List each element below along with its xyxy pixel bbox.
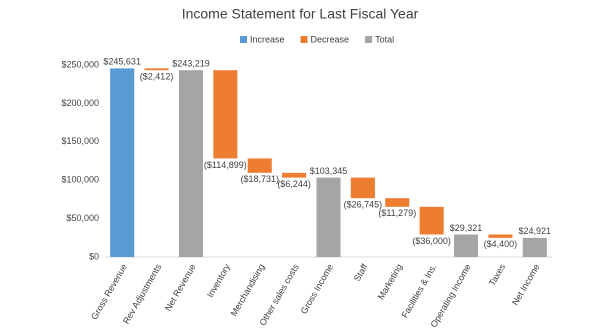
legend-swatch [240, 36, 247, 43]
y-tick-label: $150,000 [61, 136, 99, 146]
data-label: ($26,745) [344, 200, 383, 210]
chart-title: Income Statement for Last Fiscal Year [182, 6, 419, 22]
bar [385, 198, 410, 207]
bar [419, 206, 444, 235]
x-tick-label: Staff [352, 262, 370, 283]
data-label: ($4,400) [484, 239, 518, 249]
y-tick-label: $200,000 [61, 98, 99, 108]
x-tick-label: Rev Adjustments [121, 262, 164, 326]
bar [282, 172, 307, 178]
legend-label: Total [375, 34, 394, 44]
bar [316, 177, 341, 257]
data-label: $103,345 [310, 166, 348, 176]
legend-label: Increase [250, 34, 285, 44]
bar [178, 70, 203, 257]
y-tick-label: $100,000 [61, 175, 99, 185]
data-label: ($6,244) [277, 179, 311, 189]
x-tick-label: Inventory [205, 262, 232, 299]
bar [488, 234, 513, 238]
bar [522, 237, 547, 257]
bar [454, 234, 479, 257]
bar [213, 70, 238, 159]
y-tick-label: $0 [89, 251, 99, 261]
data-label: ($18,731) [240, 174, 279, 184]
data-label: ($11,279) [378, 208, 416, 218]
x-tick-label: Net Revenue [163, 262, 198, 313]
data-label: $245,631 [103, 57, 141, 67]
bar [110, 68, 135, 257]
x-tick-label: Taxes [487, 262, 508, 288]
data-label: $24,921 [519, 226, 552, 236]
bar [350, 177, 375, 199]
data-label: $243,219 [172, 59, 210, 69]
x-tick-label: Gross Revenue [89, 262, 129, 321]
y-tick-label: $50,000 [66, 213, 99, 223]
y-tick-label: $250,000 [61, 59, 99, 69]
data-label: ($2,412) [140, 72, 174, 82]
x-tick-label: Merchandising [229, 262, 267, 318]
x-tick-label: Net Income [510, 262, 542, 307]
x-tick-label: Marketing [376, 262, 404, 301]
data-label: $29,321 [450, 223, 483, 233]
legend-swatch [300, 36, 308, 43]
x-tick-label: Other sales costs [257, 262, 301, 328]
legend-swatch [365, 36, 373, 43]
bar [247, 158, 272, 173]
data-label: ($114,899) [204, 160, 247, 170]
data-label: ($36,000) [412, 236, 451, 246]
x-tick-label: Gross Income [299, 262, 336, 316]
x-tick-label: Facilities & Ins. [400, 262, 439, 319]
legend-label: Decrease [311, 34, 350, 44]
bar [144, 68, 169, 71]
